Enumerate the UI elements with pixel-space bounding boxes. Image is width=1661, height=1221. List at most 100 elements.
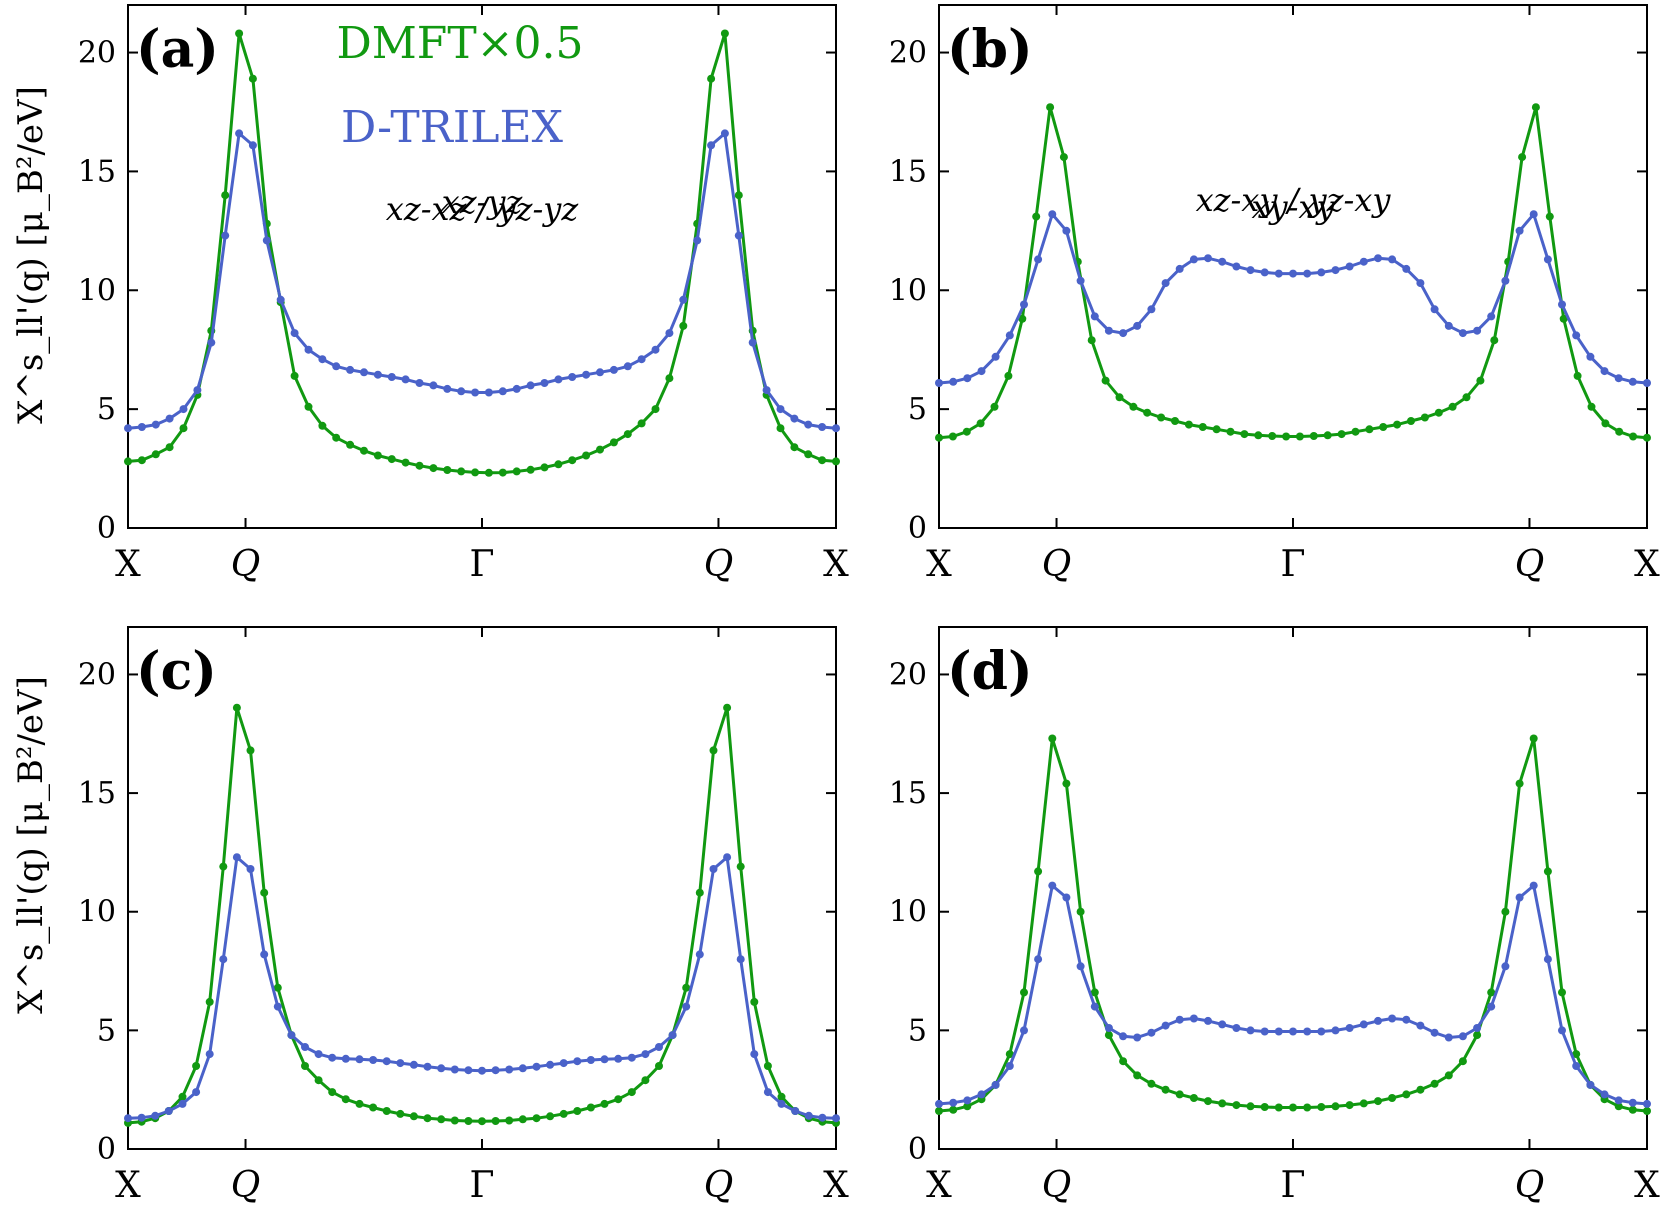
data-point-dtrilex (1218, 257, 1227, 266)
data-point-dmft (1614, 1102, 1623, 1111)
data-point-dmft (1434, 408, 1443, 417)
data-point-dmft (1359, 1099, 1368, 1108)
data-point-dmft (1129, 402, 1138, 411)
y-tick-label: 10 (78, 895, 116, 930)
data-point-dtrilex (790, 414, 799, 423)
data-point-dmft (290, 371, 299, 380)
data-point-dmft (219, 862, 228, 871)
data-point-dtrilex (1034, 255, 1043, 264)
plot-frame (938, 4, 1648, 529)
data-point-dtrilex (1643, 1099, 1651, 1108)
data-point-dmft (1531, 103, 1540, 112)
data-point-dtrilex (192, 1088, 201, 1097)
data-point-dtrilex (762, 386, 771, 395)
data-point-dtrilex (221, 231, 230, 240)
data-point-dtrilex (609, 365, 618, 374)
data-point-dtrilex (1374, 1016, 1382, 1025)
data-point-dtrilex (1388, 255, 1397, 264)
data-point-dtrilex (246, 865, 255, 873)
data-point-dmft (221, 191, 230, 200)
series-line-dtrilex (938, 884, 1648, 1106)
data-point-dtrilex (736, 955, 745, 964)
data-point-dtrilex (484, 388, 493, 397)
x-tick-label: Q (1042, 1165, 1072, 1206)
data-point-dmft (935, 433, 943, 442)
data-point-dmft (1004, 371, 1013, 380)
data-point-dtrilex (1119, 1032, 1128, 1041)
data-point-dtrilex (1487, 1002, 1496, 1011)
data-point-dmft (1212, 425, 1221, 434)
data-point-dmft (346, 440, 355, 449)
data-point-dtrilex (346, 365, 355, 374)
data-point-dtrilex (532, 1062, 541, 1071)
data-point-dmft (679, 321, 688, 330)
y-tick-label: 20 (78, 657, 116, 692)
data-point-dmft (318, 421, 327, 430)
data-point-dtrilex (665, 329, 674, 338)
data-point-dtrilex (443, 384, 452, 393)
panel-a: 0 5 10 15 20 X Q Γ Q X (a) xz-xz / yz-yz (78, 4, 849, 585)
data-point-dtrilex (179, 405, 188, 414)
data-point-dmft (1184, 420, 1193, 429)
data-point-dtrilex (328, 1053, 337, 1062)
data-point-dmft (1643, 1107, 1651, 1115)
data-point-dmft (1402, 1090, 1411, 1099)
data-point-dmft (464, 1117, 473, 1125)
data-point-dmft (1059, 153, 1068, 162)
data-point-dtrilex (582, 370, 591, 379)
y-tick-label: 10 (889, 895, 927, 930)
data-point-dmft (949, 1105, 958, 1114)
data-point-dtrilex (262, 236, 271, 245)
data-point-dtrilex (748, 338, 757, 347)
data-point-dtrilex (409, 1060, 418, 1069)
x-tick-label: X (1634, 544, 1660, 585)
data-point-dmft (627, 1088, 636, 1097)
data-point-dmft (273, 983, 282, 992)
data-point-dtrilex (655, 1043, 663, 1051)
y-tick-label: 0 (908, 1132, 927, 1167)
data-point-dtrilex (1643, 379, 1651, 387)
data-point-dmft (1232, 1101, 1241, 1110)
data-point-dtrilex (387, 373, 396, 381)
data-point-dmft (151, 450, 160, 459)
data-point-dtrilex (1020, 300, 1028, 309)
data-point-dmft (777, 1092, 786, 1101)
data-point-dtrilex (429, 381, 438, 390)
data-point-dtrilex (707, 141, 716, 150)
data-point-dtrilex (637, 355, 646, 364)
data-point-dmft (763, 1062, 772, 1070)
data-point-dtrilex (360, 368, 368, 377)
y-tick-label: 5 (908, 392, 927, 427)
data-point-dtrilex (734, 231, 743, 240)
data-point-dtrilex (165, 414, 174, 423)
data-point-dtrilex (1246, 1026, 1255, 1035)
data-point-dmft (935, 1107, 943, 1115)
data-point-dmft (546, 1112, 555, 1121)
data-point-dtrilex (205, 1050, 214, 1059)
data-point-dtrilex (1232, 1024, 1241, 1032)
data-point-dtrilex (151, 1111, 160, 1120)
data-point-dtrilex (1600, 367, 1609, 376)
data-point-dtrilex (949, 1098, 958, 1107)
data-point-dtrilex (1048, 881, 1057, 890)
data-point-dmft (1303, 1103, 1312, 1112)
data-point-dmft (443, 466, 452, 474)
data-point-dmft (1005, 1050, 1014, 1059)
data-point-dtrilex (193, 386, 202, 395)
data-point-dtrilex (248, 141, 257, 150)
data-point-dtrilex (586, 1056, 595, 1064)
data-point-dmft (1226, 427, 1235, 436)
series-line-dtrilex (127, 131, 837, 430)
x-tick-label: Γ (470, 1165, 495, 1206)
data-point-dtrilex (1274, 269, 1283, 278)
data-point-dtrilex (1189, 1014, 1198, 1023)
panel-label: (c) (136, 641, 217, 702)
data-point-dtrilex (1289, 1027, 1297, 1036)
series-line-dtrilex (127, 855, 837, 1120)
data-point-dtrilex (1289, 269, 1297, 278)
data-point-dmft (1365, 425, 1374, 434)
data-point-dmft (401, 458, 410, 467)
orbital-label: xz-xy / yz-xy (1196, 181, 1392, 219)
data-point-dtrilex (763, 1088, 772, 1097)
data-point-dtrilex (1133, 1033, 1142, 1042)
